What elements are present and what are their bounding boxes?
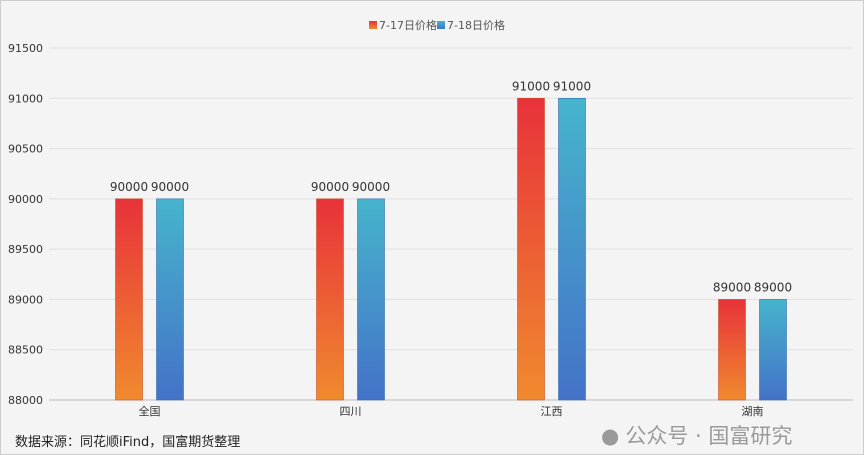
bar xyxy=(115,198,143,401)
data-label: 91000 xyxy=(553,79,591,93)
legend-swatch xyxy=(369,21,377,29)
y-tick-label: 91000 xyxy=(8,92,43,105)
legend-label: 7-17日价格 xyxy=(379,18,437,32)
watermark: ● 公众号 · 国富研究 xyxy=(601,423,792,449)
legend-label: 7-18日价格 xyxy=(447,18,505,32)
bar xyxy=(357,198,385,401)
bar xyxy=(759,299,787,401)
watermark-text: 公众号 · 国富研究 xyxy=(625,424,793,448)
bar xyxy=(316,198,344,401)
data-label: 90000 xyxy=(151,180,189,194)
x-tick-label: 湖南 xyxy=(742,405,764,418)
y-tick-label: 90000 xyxy=(8,193,43,206)
y-tick-label: 89500 xyxy=(8,243,43,256)
x-tick-label: 江西 xyxy=(541,405,563,418)
legend-swatch xyxy=(437,21,445,29)
data-label: 90000 xyxy=(110,180,148,194)
y-tick-label: 88000 xyxy=(8,394,43,407)
y-tick-label: 89000 xyxy=(8,293,43,306)
y-tick-label: 88500 xyxy=(8,344,43,357)
x-tick-label: 四川 xyxy=(340,405,362,418)
data-label: 90000 xyxy=(311,180,349,194)
x-tick-label: 全国 xyxy=(139,404,161,418)
data-label: 89000 xyxy=(754,280,792,294)
data-label: 89000 xyxy=(713,280,751,294)
bar xyxy=(558,97,586,401)
data-label: 90000 xyxy=(352,180,390,194)
source-note: 数据来源：同花顺iFind，国富期货整理 xyxy=(15,435,241,450)
y-tick-label: 90500 xyxy=(8,143,43,156)
bar xyxy=(517,97,545,401)
bar xyxy=(718,299,746,401)
data-label: 91000 xyxy=(512,79,550,93)
bar xyxy=(156,198,184,401)
wechat-icon: ● xyxy=(601,424,620,448)
y-tick-label: 91500 xyxy=(8,42,43,55)
